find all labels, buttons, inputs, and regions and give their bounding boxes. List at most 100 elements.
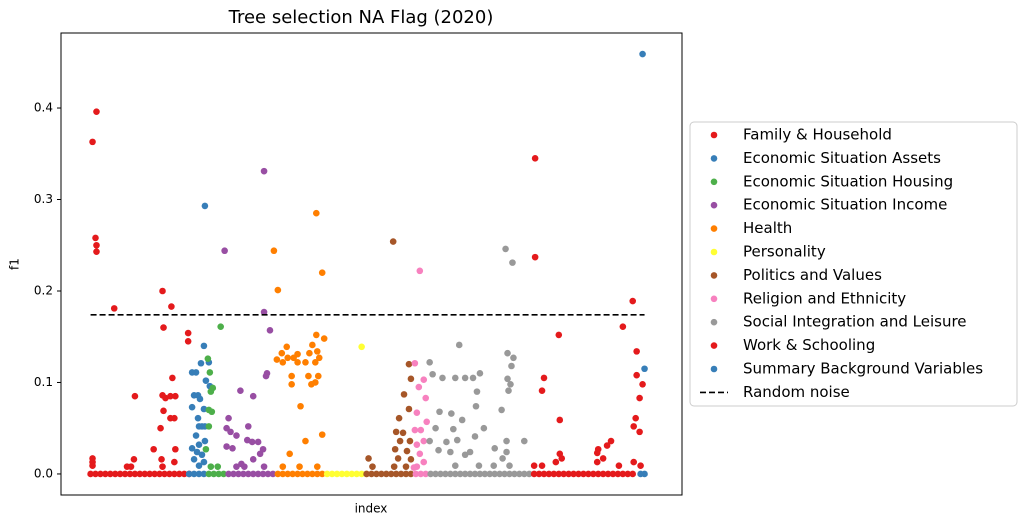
point: [422, 394, 430, 402]
point: [221, 247, 228, 255]
point: [190, 391, 198, 399]
legend-label: Summary Background Variables: [743, 360, 983, 378]
point: [87, 470, 94, 478]
point: [159, 463, 166, 470]
point: [233, 463, 240, 470]
point: [131, 392, 139, 400]
legend-marker: [710, 155, 718, 162]
point: [205, 423, 213, 430]
legend-marker: [710, 201, 718, 209]
point: [633, 348, 640, 355]
point: [306, 349, 313, 357]
plot-frame: [60, 32, 683, 496]
point: [400, 391, 408, 398]
point: [498, 406, 505, 414]
point: [525, 470, 533, 478]
point: [637, 462, 644, 470]
point: [630, 458, 637, 466]
point: [387, 470, 395, 478]
legend-marker: [710, 131, 718, 139]
point: [313, 463, 321, 470]
point: [603, 442, 611, 449]
point: [131, 470, 139, 478]
point: [274, 286, 282, 294]
point: [262, 372, 270, 380]
point: [167, 392, 174, 400]
point: [501, 470, 508, 478]
point: [151, 470, 158, 478]
point: [443, 438, 450, 446]
point: [225, 414, 232, 422]
x-axis-label: index: [355, 502, 388, 516]
point: [97, 470, 104, 478]
y-tick-label: 0.3: [34, 192, 53, 206]
point: [314, 372, 322, 380]
point: [260, 167, 268, 175]
point: [201, 437, 209, 445]
point: [195, 441, 203, 448]
point: [158, 456, 165, 463]
point: [466, 448, 474, 456]
point: [312, 359, 319, 366]
point: [407, 470, 415, 478]
point: [172, 392, 179, 400]
point: [508, 362, 515, 370]
point: [593, 458, 601, 466]
point: [451, 462, 459, 470]
point: [284, 470, 292, 478]
point: [447, 448, 454, 456]
point: [427, 470, 434, 478]
point: [397, 470, 405, 478]
point: [157, 424, 164, 432]
legend-label: Personality: [743, 243, 826, 261]
point: [506, 462, 513, 470]
point: [225, 470, 232, 478]
point: [432, 470, 439, 478]
point: [420, 376, 428, 384]
point: [466, 470, 474, 478]
point: [429, 370, 436, 378]
point: [405, 405, 413, 413]
point: [171, 414, 178, 422]
point: [313, 470, 321, 478]
point: [254, 438, 262, 446]
point: [269, 470, 277, 478]
point: [450, 425, 457, 433]
point: [297, 402, 304, 410]
point: [278, 349, 286, 357]
point: [456, 470, 464, 478]
point: [599, 455, 607, 462]
point: [630, 423, 637, 430]
point: [320, 335, 328, 342]
point: [207, 388, 215, 395]
point: [461, 470, 469, 478]
point: [230, 470, 237, 478]
point: [540, 374, 548, 382]
point: [343, 470, 351, 478]
point: [175, 470, 183, 478]
legend-marker: [710, 225, 718, 232]
point: [192, 432, 200, 439]
point: [570, 470, 577, 478]
point: [207, 463, 215, 470]
point: [318, 269, 326, 276]
point: [237, 387, 244, 395]
point: [185, 470, 193, 478]
point: [619, 323, 627, 330]
point: [461, 374, 469, 382]
point: [531, 155, 539, 162]
point: [420, 458, 428, 466]
point: [520, 437, 528, 445]
point: [208, 408, 216, 416]
point: [195, 470, 203, 478]
point: [171, 470, 178, 478]
legend-box: [689, 121, 1018, 407]
point: [402, 463, 410, 470]
point: [389, 238, 397, 245]
point: [473, 388, 481, 395]
point: [410, 464, 418, 471]
point: [136, 470, 144, 478]
point: [126, 470, 134, 478]
point: [471, 433, 479, 440]
point: [305, 372, 312, 380]
